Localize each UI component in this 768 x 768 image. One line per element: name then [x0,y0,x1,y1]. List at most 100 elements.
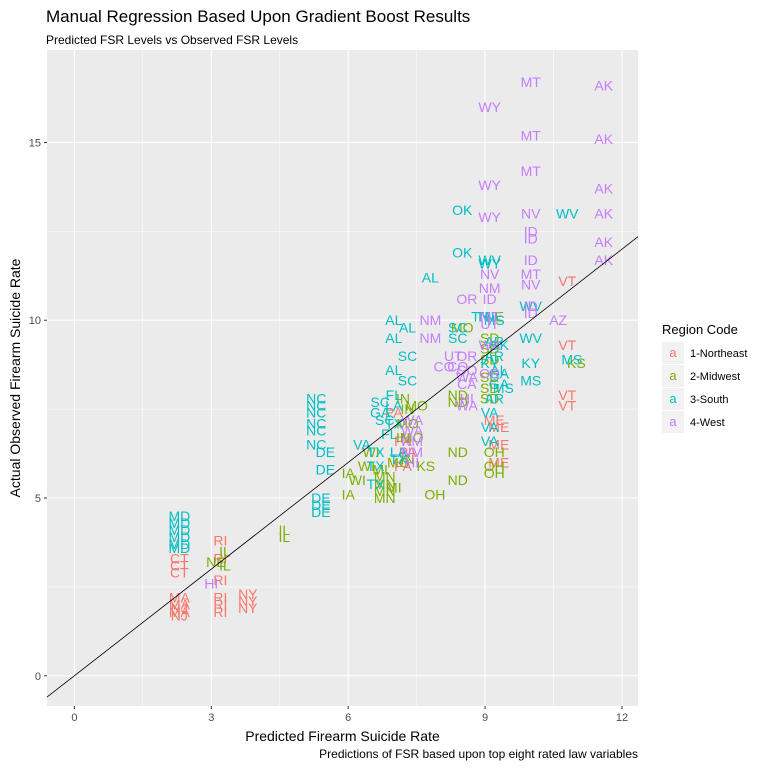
point-label: MT [521,127,542,143]
point-label: TX [367,458,386,474]
point-label: ID [524,252,538,268]
point-label: MA [169,597,191,613]
point-label: MN [374,476,396,492]
point-label: AL [490,362,507,378]
point-label: WV [478,252,501,268]
plot-panel [47,50,638,706]
point-label: ND [448,394,468,410]
point-label: RI [213,597,227,613]
point-label: WA [479,337,502,353]
point-label: ID [524,230,538,246]
point-label: MD [168,508,190,524]
point-label: NC [306,398,326,414]
point-label: MN [374,483,396,499]
point-label: NE [206,554,225,570]
point-label: AR [485,334,504,350]
point-label: OR [456,348,477,364]
legend-key [662,342,684,364]
point-label: WA [401,412,424,428]
point-label: NV [521,277,541,293]
point-label: VA [481,419,499,435]
point-label: CT [170,558,189,574]
point-label: NJ [171,607,188,623]
legend-glyph: a [669,414,677,429]
axis-ticks: 0 3 6 9 12 0 5 10 15 [29,137,628,724]
legend-label: 4-West [690,417,725,429]
point-label: IA [342,486,356,502]
legend-key [662,411,684,433]
point-label: IL [278,529,290,545]
point-label: NV [480,266,500,282]
point-label: DE [316,444,335,460]
point-label: AR [485,390,504,406]
point-label: OH [424,486,445,502]
point-label: VA [353,437,371,453]
point-label: KS [416,458,435,474]
point-label: ID [524,223,538,239]
point-label: HI [405,454,419,470]
point-label: KY [521,355,540,371]
legend: Region Code a 1-Northeast a 2-Midwest a 3-Sou… [662,322,747,433]
point-label: IL [219,558,231,574]
x-tick-label: 0 [71,712,77,724]
point-label: ME [484,412,505,428]
point-label: WY [478,209,501,225]
legend-glyph: a [669,345,677,360]
point-label: RI [213,604,227,620]
point-label: SD [480,330,499,346]
point-label: AL [422,270,439,286]
point-label: IA [342,465,356,481]
point-label: NM [419,312,441,328]
point-label: SD [480,369,499,385]
point-label: GA [370,405,391,421]
point-label: RI [213,533,227,549]
point-label: ND [448,387,468,403]
point-label: NV [521,206,541,222]
point-label: SC [375,412,394,428]
point-label: ND [448,444,468,460]
point-label: NC [306,437,326,453]
point-label: ID [483,291,497,307]
point-label: WY [478,255,501,271]
point-label: AK [594,181,613,197]
point-label: RI [213,590,227,606]
point-label: FL [381,426,398,442]
point-label: IN [396,390,410,406]
point-label: NY [238,586,258,602]
point-label: DE [311,504,330,520]
y-tick-label: 5 [35,493,41,505]
point-label: CA [457,376,477,392]
point-label: VA [481,405,499,421]
point-label: WA [456,369,479,385]
legend-title: Region Code [662,322,738,337]
point-label: IL [219,543,231,559]
point-label: MS [561,351,582,367]
point-label: CO [434,358,455,374]
point-label: SC [398,348,417,364]
point-label: AL [385,312,402,328]
point-label: MO [405,398,428,414]
point-label: IL [278,522,290,538]
point-label: NE [485,309,504,325]
legend-label: 2-Midwest [690,371,740,383]
chart-title: Manual Regression Based Upon Gradient Bo… [46,7,470,26]
legend-glyph: a [669,368,677,383]
y-tick-label: 15 [29,137,41,149]
point-label: LA [390,444,408,460]
point-labels: VTVTVTVTMEMEMEMEPAPAPAPARIRIRIRIRIRINYNY… [168,74,613,623]
point-label: MA [169,590,191,606]
point-label: ME [488,454,509,470]
legend-label: 1-Northeast [690,348,747,360]
point-label: MO [401,430,424,446]
point-label: OR [479,366,500,382]
point-label: MT [521,266,542,282]
point-label: ID [524,305,538,321]
point-label: MS [484,312,505,328]
point-label: MN [374,469,396,485]
point-label: WI [358,458,375,474]
point-label: ND [448,472,468,488]
point-label: SC [398,373,417,389]
point-label: NC [306,415,326,431]
point-label: OH [484,444,505,460]
point-label: MT [521,163,542,179]
